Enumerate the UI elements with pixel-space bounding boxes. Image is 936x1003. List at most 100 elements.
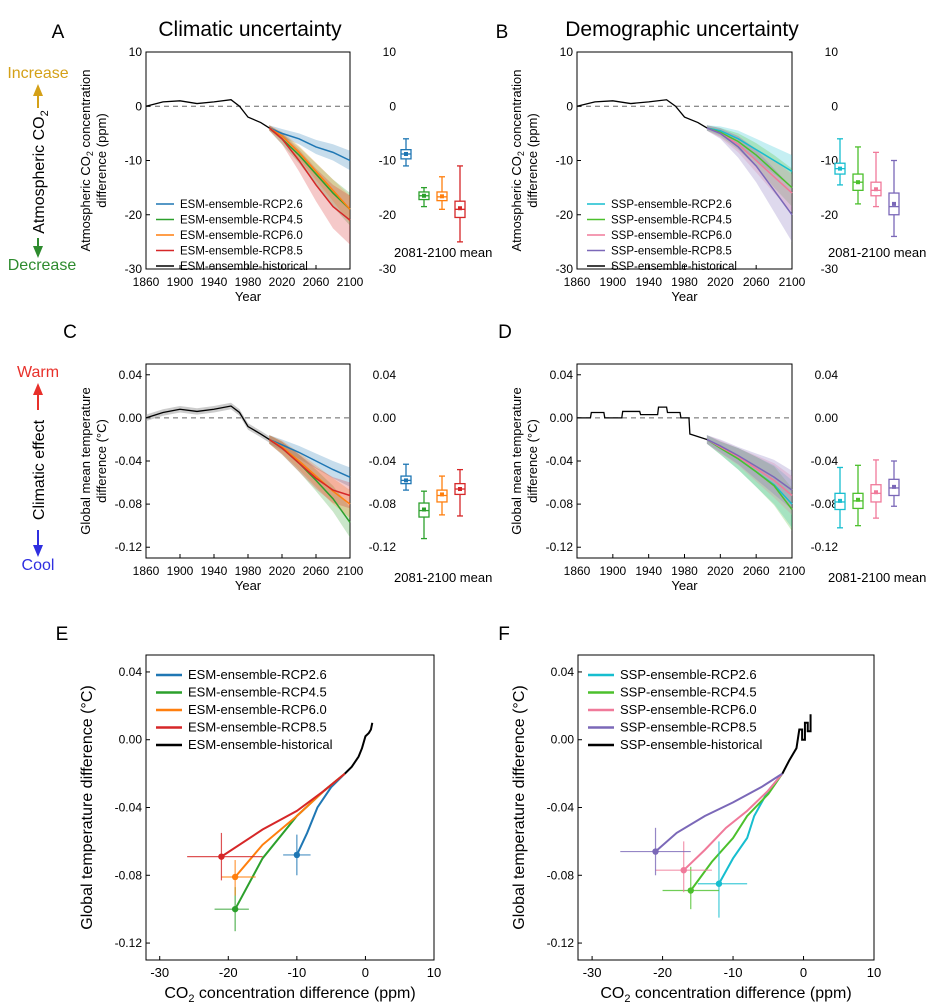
warm-label: Warm bbox=[17, 364, 59, 381]
x-tick-label: 1980 bbox=[235, 564, 262, 578]
panel-label-F: F bbox=[498, 624, 510, 645]
box-mean-marker-SSP-ensemble-RCP2.6 bbox=[838, 166, 842, 171]
x-tick-label: 1900 bbox=[167, 275, 194, 289]
endpoint-marker-SSP-ensemble-RCP8.5 bbox=[652, 848, 659, 855]
y-tick-label: -0.04 bbox=[546, 454, 574, 468]
legend-label-ESM-ensemble-RCP2.6: ESM-ensemble-RCP2.6 bbox=[180, 199, 303, 211]
right-y-tick-label: -0.12 bbox=[811, 540, 839, 554]
x-tick-label: 2060 bbox=[303, 275, 330, 289]
y-tick-label: -0.12 bbox=[115, 936, 143, 950]
co2-label-background bbox=[28, 108, 48, 238]
warm-arrowhead bbox=[33, 383, 43, 395]
cool-label: Cool bbox=[22, 557, 55, 574]
legend-label-ESM-ensemble-RCP6.0: ESM-ensemble-RCP6.0 bbox=[188, 702, 327, 717]
series-line-SSP-ensemble-RCP4.5 bbox=[706, 127, 793, 189]
x-tick-label: -10 bbox=[287, 965, 306, 980]
y-tick-label: 10 bbox=[129, 45, 143, 59]
y-tick-label: -30 bbox=[556, 262, 574, 276]
box-mean-marker-ESM-ensemble-RCP8.5 bbox=[458, 487, 462, 492]
x-axis-label-subscript: 2 bbox=[624, 993, 630, 1003]
y-axis-label-rest: concentration bbox=[78, 69, 93, 151]
y-tick-label: -30 bbox=[125, 262, 143, 276]
x-tick-label: 1900 bbox=[599, 564, 626, 578]
right-y-tick-label: -0.08 bbox=[811, 497, 839, 511]
x-tick-label: 1980 bbox=[235, 275, 262, 289]
chart-panel-F: F 0.04 0.00 -0.04 -0.08 -0.12 -30 -20 -10 0 10 CO2 … bbox=[498, 624, 881, 1003]
box-mean-marker-SSP-ensemble-RCP4.5 bbox=[856, 497, 860, 502]
series-line-ESM-ensemble-RCP4.5 bbox=[234, 772, 346, 910]
series-line-SSP-ensemble-RCP2.6 bbox=[706, 127, 793, 172]
legend-label-SSP-ensemble-RCP4.5: SSP-ensemble-RCP4.5 bbox=[620, 685, 757, 700]
plot-frame bbox=[577, 654, 875, 961]
y-axis-label-line1: Atmospheric CO2 concentration bbox=[509, 69, 526, 251]
historical-band bbox=[146, 402, 270, 443]
box-mean-marker-SSP-ensemble-RCP2.6 bbox=[838, 498, 842, 503]
panel-label-A: A bbox=[52, 22, 65, 43]
y-tick-label: 0.00 bbox=[119, 411, 143, 425]
plot-frame bbox=[145, 654, 435, 961]
y-tick-label: -20 bbox=[125, 208, 143, 222]
y-axis-label-line1: Global mean temperature bbox=[78, 387, 93, 534]
y-axis-label-text: Global mean temperature bbox=[509, 387, 524, 534]
right-y-tick-label: -0.04 bbox=[811, 454, 839, 468]
x-tick-label: 1980 bbox=[671, 564, 698, 578]
uncertainty-band-ESM-ensemble-RCP8.5 bbox=[269, 125, 350, 245]
legend-label-SSP-ensemble-RCP8.5: SSP-ensemble-RCP8.5 bbox=[611, 246, 732, 258]
x-tick-label: -30 bbox=[583, 965, 602, 980]
series-line-SSP-ensemble-RCP4.5 bbox=[689, 773, 784, 892]
y-tick-label: -0.08 bbox=[115, 868, 143, 882]
legend-label-SSP-ensemble-RCP4.5: SSP-ensemble-RCP4.5 bbox=[611, 215, 732, 227]
series-line-SSP-ensemble-RCP8.5 bbox=[654, 772, 783, 853]
decrease-arrowhead bbox=[33, 246, 43, 258]
box-caption: 2081-2100 mean bbox=[394, 245, 492, 260]
y-tick-label: 0.00 bbox=[550, 411, 574, 425]
legend-label-ESM-ensemble-RCP8.5: ESM-ensemble-RCP8.5 bbox=[180, 246, 303, 258]
right-y-tick-label: 0.04 bbox=[815, 368, 839, 382]
right-y-tick-label: -20 bbox=[379, 208, 397, 222]
box-mean-marker-ESM-ensemble-RCP2.6 bbox=[404, 151, 408, 156]
right-y-tick-label: -30 bbox=[379, 262, 397, 276]
x-tick-label: 2100 bbox=[779, 275, 806, 289]
x-tick-label: 2060 bbox=[303, 564, 330, 578]
x-axis-label-text: CO bbox=[164, 985, 188, 1002]
y-axis-label-line2: difference (ppm) bbox=[94, 113, 109, 207]
historical-line bbox=[145, 99, 270, 129]
historical-line bbox=[344, 722, 374, 775]
legend-label-SSP-ensemble-historical: SSP-ensemble-historical bbox=[611, 261, 737, 273]
y-tick-label: -0.08 bbox=[547, 868, 575, 882]
series-line-SSP-ensemble-RCP8.5 bbox=[706, 127, 793, 216]
y-tick-label: -20 bbox=[556, 208, 574, 222]
x-tick-label: 1860 bbox=[564, 275, 591, 289]
increase-arrowhead bbox=[33, 84, 43, 96]
climatic-effect-annotation: Warm Climatic effect Cool bbox=[17, 364, 59, 574]
historical-line bbox=[781, 714, 812, 775]
box-mean-marker-SSP-ensemble-RCP8.5 bbox=[892, 201, 896, 206]
box-mean-marker-ESM-ensemble-RCP6.0 bbox=[440, 492, 444, 497]
x-tick-label: 10 bbox=[427, 965, 441, 980]
x-axis-label-rest: concentration difference (ppm) bbox=[630, 985, 851, 1002]
y-axis-label-line1: Global mean temperature bbox=[509, 387, 524, 534]
y-axis-label-line2: difference (ppm) bbox=[525, 113, 540, 207]
historical-line bbox=[577, 406, 708, 441]
legend-label-SSP-ensemble-RCP8.5: SSP-ensemble-RCP8.5 bbox=[620, 720, 757, 735]
series-line-SSP-ensemble-RCP8.5 bbox=[706, 438, 793, 491]
y-tick-label: 0.04 bbox=[551, 665, 575, 679]
chart-panel-C: C 0.04 0.00 -0.04 -0.08 -0.12 1860 1900 1940 1980… bbox=[63, 322, 492, 593]
uncertainty-band-ESM-ensemble-RCP4.5 bbox=[269, 435, 350, 538]
x-tick-label: 2020 bbox=[707, 275, 734, 289]
box-mean-marker-ESM-ensemble-RCP4.5 bbox=[422, 507, 426, 512]
endpoint-marker-ESM-ensemble-RCP6.0 bbox=[231, 873, 239, 881]
increase-label: Increase bbox=[7, 65, 68, 82]
box-mean-marker-SSP-ensemble-RCP8.5 bbox=[892, 484, 896, 489]
series-line-ESM-ensemble-RCP8.5 bbox=[268, 127, 351, 221]
panel-label-E: E bbox=[56, 624, 69, 645]
cool-arrowhead bbox=[33, 545, 43, 557]
x-tick-label: 2060 bbox=[743, 275, 770, 289]
legend-label-SSP-ensemble-RCP2.6: SSP-ensemble-RCP2.6 bbox=[611, 199, 732, 211]
right-y-tick-label: 0.00 bbox=[815, 411, 839, 425]
y-tick-label: -10 bbox=[556, 154, 574, 168]
y-tick-label: 0.04 bbox=[119, 665, 143, 679]
